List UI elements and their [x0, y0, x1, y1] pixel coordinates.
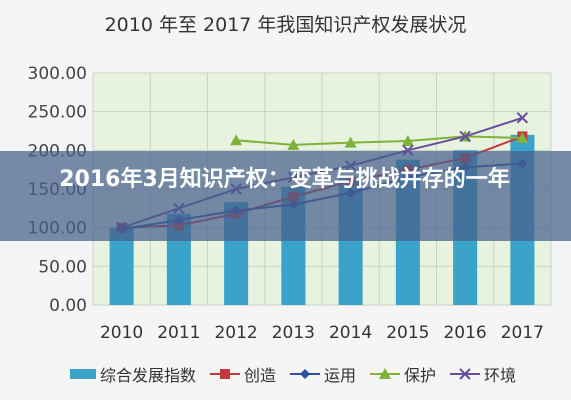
series-point [459, 130, 471, 143]
x-tick-label: 2015 [386, 323, 429, 343]
legend-label: 环境 [484, 366, 516, 385]
x-tick-label: 2016 [443, 323, 486, 343]
y-tick-label: 250.00 [28, 103, 87, 123]
legend-marker [459, 368, 471, 380]
series-point [516, 112, 529, 124]
chart-title: 2010 年至 2017 年我国知识产权发展状况 [104, 14, 467, 36]
x-tick-label: 2017 [501, 323, 544, 343]
legend-marker [220, 369, 230, 379]
legend-marker [379, 368, 391, 379]
legend-label: 创造 [244, 366, 276, 385]
y-tick-label: 300.00 [28, 64, 87, 84]
x-marker-stroke [459, 368, 471, 380]
series-line [236, 135, 523, 146]
legend-swatch [70, 369, 96, 379]
legend-marker [300, 369, 310, 379]
x-tick-label: 2012 [214, 323, 257, 343]
series-point [516, 131, 529, 143]
x-tick-label: 2011 [157, 323, 200, 343]
series-point [287, 138, 300, 150]
series-point [344, 136, 357, 148]
x-marker-stroke [459, 130, 471, 143]
x-tick-label: 2014 [329, 323, 372, 343]
series-point [401, 135, 414, 147]
legend-label: 运用 [324, 366, 356, 385]
x-marker-stroke [516, 112, 529, 124]
legend-label: 综合发展指数 [100, 366, 196, 385]
caption-text: 2016年3月知识产权：变革与挑战并存的一年 [59, 167, 510, 192]
series-point [230, 134, 243, 146]
y-tick-label: 0.00 [49, 296, 87, 316]
legend-label: 保护 [404, 366, 436, 385]
x-tick-label: 2013 [272, 323, 315, 343]
x-tick-label: 2010 [100, 323, 143, 343]
y-tick-label: 50.00 [38, 257, 87, 277]
caption-banner: 2016年3月知识产权：变革与挑战并存的一年 [0, 151, 571, 241]
